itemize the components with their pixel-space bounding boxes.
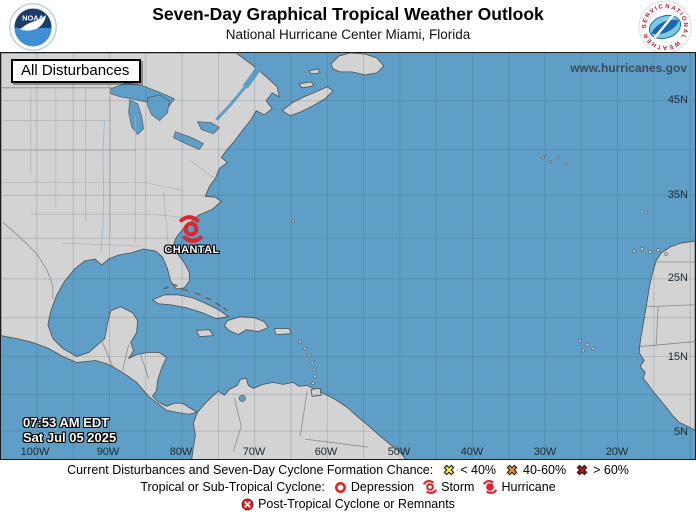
- map-timestamp: 07:53 AM EDT Sat Jul 05 2025: [23, 415, 116, 445]
- great-lakes: [110, 82, 246, 402]
- legend-item-storm: Storm: [423, 479, 474, 495]
- longitude-label: 90W: [96, 446, 120, 458]
- africa: [638, 240, 695, 431]
- timestamp-time: 07:53 AM EDT: [23, 415, 110, 430]
- latitude-label: 35N: [667, 189, 688, 201]
- longitude-label: 50W: [387, 446, 411, 458]
- nws-logo[interactable]: NATIONAL WEATHER SERVICE: [638, 0, 692, 54]
- storm-name-label: CHANTAL: [164, 244, 220, 256]
- longitude-label: 30W: [533, 446, 557, 458]
- longitude-label: 70W: [242, 446, 266, 458]
- storm-icon: [423, 480, 437, 494]
- noaa-seagull-icon: [20, 14, 46, 31]
- legend-item-chance-medium: 40-60%: [505, 462, 566, 478]
- timestamp-date: Sat Jul 05 2025: [23, 430, 117, 445]
- noaa-logo-text: NOAA: [22, 14, 44, 23]
- mississippi-river: [100, 120, 106, 253]
- mode-label: All Disturbances: [11, 59, 142, 83]
- page-subtitle: National Hurricane Center Miami, Florida: [225, 27, 471, 42]
- longitude-label: 40W: [460, 446, 484, 458]
- small-islands: [291, 155, 668, 386]
- cuba: [152, 294, 229, 320]
- legend-item-chance-high: > 60%: [575, 462, 629, 478]
- tropical-storm-icon[interactable]: [177, 212, 205, 246]
- longitude-label: 20W: [605, 446, 629, 458]
- nova-scotia: [281, 86, 334, 117]
- legend-item-post-tropical: Post-Tropical Cyclone or Remnants: [241, 496, 455, 512]
- website-link[interactable]: www.hurricanes.gov: [570, 61, 687, 75]
- st-lawrence-river: [215, 67, 261, 121]
- hurricane-icon: [483, 480, 498, 494]
- latitude-label: 45N: [667, 94, 688, 106]
- bahamas: [163, 283, 228, 312]
- page-title: Seven-Day Graphical Tropical Weather Out…: [152, 4, 544, 24]
- longitude-label: 60W: [314, 446, 338, 458]
- puerto-rico: [273, 328, 292, 336]
- country-borders: [1, 87, 695, 452]
- legend-cyclone-label: Tropical or Sub-Tropical Cyclone:: [140, 480, 325, 494]
- x-medium-icon: [506, 464, 518, 476]
- map-canvas[interactable]: All Disturbances www.hurricanes.gov CHAN…: [0, 52, 696, 460]
- hispaniola: [223, 316, 269, 336]
- state-borders: [1, 87, 215, 249]
- legend-item-chance-low: < 40%: [442, 462, 496, 478]
- longitude-label: 80W: [169, 446, 193, 458]
- newfoundland: [330, 53, 385, 76]
- post-tropical-icon: [241, 498, 254, 510]
- atlantic-basemap: [1, 53, 695, 459]
- depression-icon: [334, 481, 346, 493]
- legend-item-hurricane: Hurricane: [483, 479, 556, 495]
- legend-item-depression: Depression: [334, 479, 414, 495]
- latitude-label: 25N: [667, 272, 688, 284]
- legend-cyclone-row: Tropical or Sub-Tropical Cyclone: Depres…: [140, 479, 555, 495]
- graticule-grid: [1, 53, 695, 459]
- legend-chance-row: Current Disturbances and Seven-Day Cyclo…: [67, 462, 629, 478]
- latitude-label: 5N: [673, 426, 688, 438]
- legend-chance-label: Current Disturbances and Seven-Day Cyclo…: [67, 463, 434, 477]
- x-low-icon: [443, 464, 455, 476]
- header: NOAA Seven-Day Graphical Tropical Weathe…: [0, 0, 696, 54]
- legend-post-tropical-row: Post-Tropical Cyclone or Remnants: [241, 496, 455, 512]
- jamaica: [196, 329, 214, 338]
- latitude-label: 15N: [667, 351, 688, 363]
- north-america: [1, 53, 280, 415]
- longitude-label: 100W: [20, 446, 50, 458]
- legend: Current Disturbances and Seven-Day Cyclo…: [0, 460, 696, 514]
- nws-globe-icon: [648, 13, 682, 40]
- noaa-logo[interactable]: NOAA: [8, 2, 58, 52]
- x-high-icon: [576, 464, 588, 476]
